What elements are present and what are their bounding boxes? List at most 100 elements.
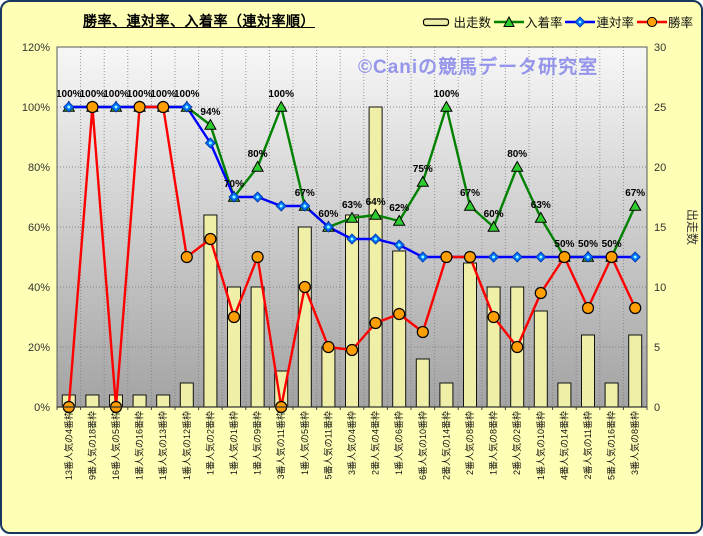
circle-marker — [180, 250, 193, 264]
runs-bar — [297, 226, 312, 408]
x-axis-category-label: 1番人気の5番枠 — [299, 411, 310, 475]
diamond-marker-dot — [374, 237, 378, 241]
circle-marker — [581, 301, 595, 315]
runs-bar — [85, 394, 100, 408]
runs-bar — [533, 310, 548, 408]
x-axis-category-label: 1番人気の1番枠 — [228, 411, 239, 475]
data-label: 100% — [174, 89, 200, 100]
triangle-marker — [204, 118, 217, 130]
y-axis-tick-label: 100% — [22, 102, 50, 114]
y2-axis-tick-label: 5 — [654, 342, 660, 354]
legend: 出走数 入着率 連対率 勝率 — [422, 12, 693, 31]
triangle-marker — [440, 100, 453, 112]
runs-bar — [581, 334, 595, 408]
data-label: 63% — [342, 200, 362, 211]
diamond-marker-dot — [421, 255, 425, 259]
win-rate-markers — [62, 100, 642, 414]
data-label: 100% — [150, 89, 176, 100]
legend-label-win: 勝率 — [667, 16, 693, 30]
x-axis-category-label: 2番人気の2番枠 — [511, 411, 522, 475]
circle-marker — [369, 316, 382, 330]
x-axis-category-label: 5番人気の11番枠 — [322, 411, 333, 479]
data-labels: 100%100%100%100%100%100%94%70%80%100%67%… — [56, 89, 645, 250]
runs-bar — [439, 382, 454, 408]
data-label: 50% — [578, 239, 598, 250]
x-axis-category-label: 1番人気の8番枠 — [488, 411, 499, 475]
runs-bar — [321, 346, 336, 408]
runs-bar — [392, 250, 407, 408]
y-axis-tick-label: 120% — [22, 42, 50, 54]
diamond-marker-dot — [326, 225, 330, 229]
y2-axis-tick-label: 30 — [654, 42, 666, 54]
diamond-marker-dot — [586, 255, 590, 259]
runs-bar — [604, 382, 619, 408]
circle-marker — [440, 250, 453, 264]
x-axis-category-label: 1番人気の13番枠 — [157, 411, 168, 480]
bar-swatch-icon — [423, 17, 450, 26]
y-axis-tick-label: 80% — [28, 162, 50, 174]
runs-bar-series — [61, 106, 643, 408]
data-label: 70% — [224, 179, 244, 190]
circle-marker — [227, 310, 241, 324]
data-label: 75% — [413, 164, 433, 175]
diamond-marker-dot — [67, 105, 71, 109]
triangle-marker — [463, 199, 477, 211]
diamond-marker-dot — [232, 195, 236, 199]
x-axis-category-label: 5番人気の16番枠 — [606, 411, 617, 480]
circle-marker — [393, 307, 406, 321]
y-axis-tick-label: 40% — [28, 282, 50, 294]
chart-title: 勝率、連対率、入着率（連対率順） — [83, 13, 315, 29]
triangle-marker — [392, 214, 406, 226]
x-axis-category-label: 2番人気の8番枠 — [464, 411, 475, 475]
y2-axis-tick-label: 25 — [654, 102, 666, 114]
x-axis-category-label: 4番人気の14番枠 — [558, 411, 569, 480]
x-axis-category-label: 1番人気の12番枠 — [181, 411, 192, 480]
legend-item-runs: 出走数 — [422, 12, 491, 31]
runs-bar — [250, 286, 265, 408]
diamond-marker-dot — [279, 204, 283, 208]
x-axis-category-label: 16番人気の5番枠 — [110, 411, 121, 480]
right-axis-labels: 0 5 10 15 20 25 30 — [654, 42, 666, 414]
runs-bar — [415, 358, 430, 408]
data-label: 67% — [625, 188, 645, 199]
data-label: 100% — [103, 89, 129, 100]
data-label: 94% — [200, 107, 220, 118]
triangle-marker — [274, 100, 288, 112]
x-axis-category-label: 2番人気の4番枠 — [370, 411, 381, 475]
runs-bar — [156, 394, 171, 408]
triangle-marker-icon — [493, 15, 524, 27]
legend-label-quinella: 連対率 — [596, 16, 634, 30]
x-axis-category-label: 1番人気の2番枠 — [204, 411, 215, 475]
circle-marker — [298, 280, 311, 294]
data-label: 100% — [56, 89, 82, 100]
data-label: 64% — [366, 197, 386, 208]
y-axis-tick-label: 60% — [28, 222, 50, 234]
legend-label-runs: 出走数 — [453, 16, 491, 30]
data-label: 50% — [554, 239, 574, 250]
circle-marker — [157, 100, 170, 114]
circle-marker — [345, 343, 359, 357]
diamond-marker-dot — [633, 255, 637, 259]
runs-bar — [179, 382, 194, 408]
diamond-marker-dot — [515, 255, 519, 259]
x-axis-category-label: 2番人気の14番枠 — [440, 411, 451, 480]
circle-marker — [558, 250, 571, 264]
circle-marker — [487, 310, 500, 324]
x-axis-category-label: 3番人気の11番枠 — [275, 411, 286, 479]
data-label: 60% — [318, 209, 338, 220]
y2-axis-tick-label: 10 — [654, 282, 666, 294]
circle-marker — [629, 301, 642, 315]
x-axis-category-label: 1番人気の6番枠 — [393, 411, 404, 475]
diamond-marker-dot — [397, 243, 401, 247]
triangle-marker — [628, 199, 642, 211]
x-axis-category-label: 1番人気の10番枠 — [535, 411, 546, 480]
diamond-marker-dot — [350, 237, 354, 241]
data-label: 50% — [602, 239, 622, 250]
circle-marker — [416, 325, 429, 339]
triangle-marker — [251, 160, 264, 172]
data-label: 100% — [127, 89, 153, 100]
x-axis-labels: 13番人気の4番枠 9番人気の18番枠 16番人気の5番枠 1番人気の16番枠 1番人気… — [63, 411, 640, 480]
runs-bar — [463, 262, 477, 408]
x-axis-category-label: 6番人気の10番枠 — [417, 411, 428, 480]
